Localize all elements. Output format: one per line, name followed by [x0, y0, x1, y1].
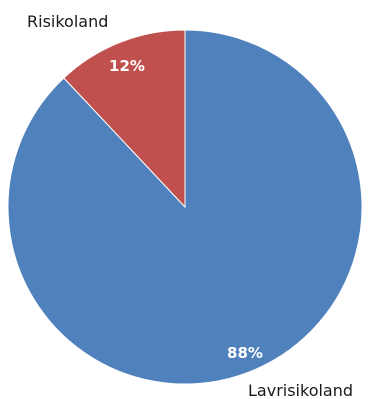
slice-category-label-lavrisikoland: Lavrisikoland [248, 381, 353, 399]
slice-category-label-risikoland: Risikoland [27, 12, 108, 31]
pie-slice-risikoland [63, 29, 186, 209]
pie-slice-lavrisikoland [7, 29, 363, 385]
slice-value-label-risikoland: 12% [109, 57, 145, 75]
slice-value-label-lavrisikoland: 88% [227, 344, 263, 362]
pie-slices [7, 29, 363, 385]
